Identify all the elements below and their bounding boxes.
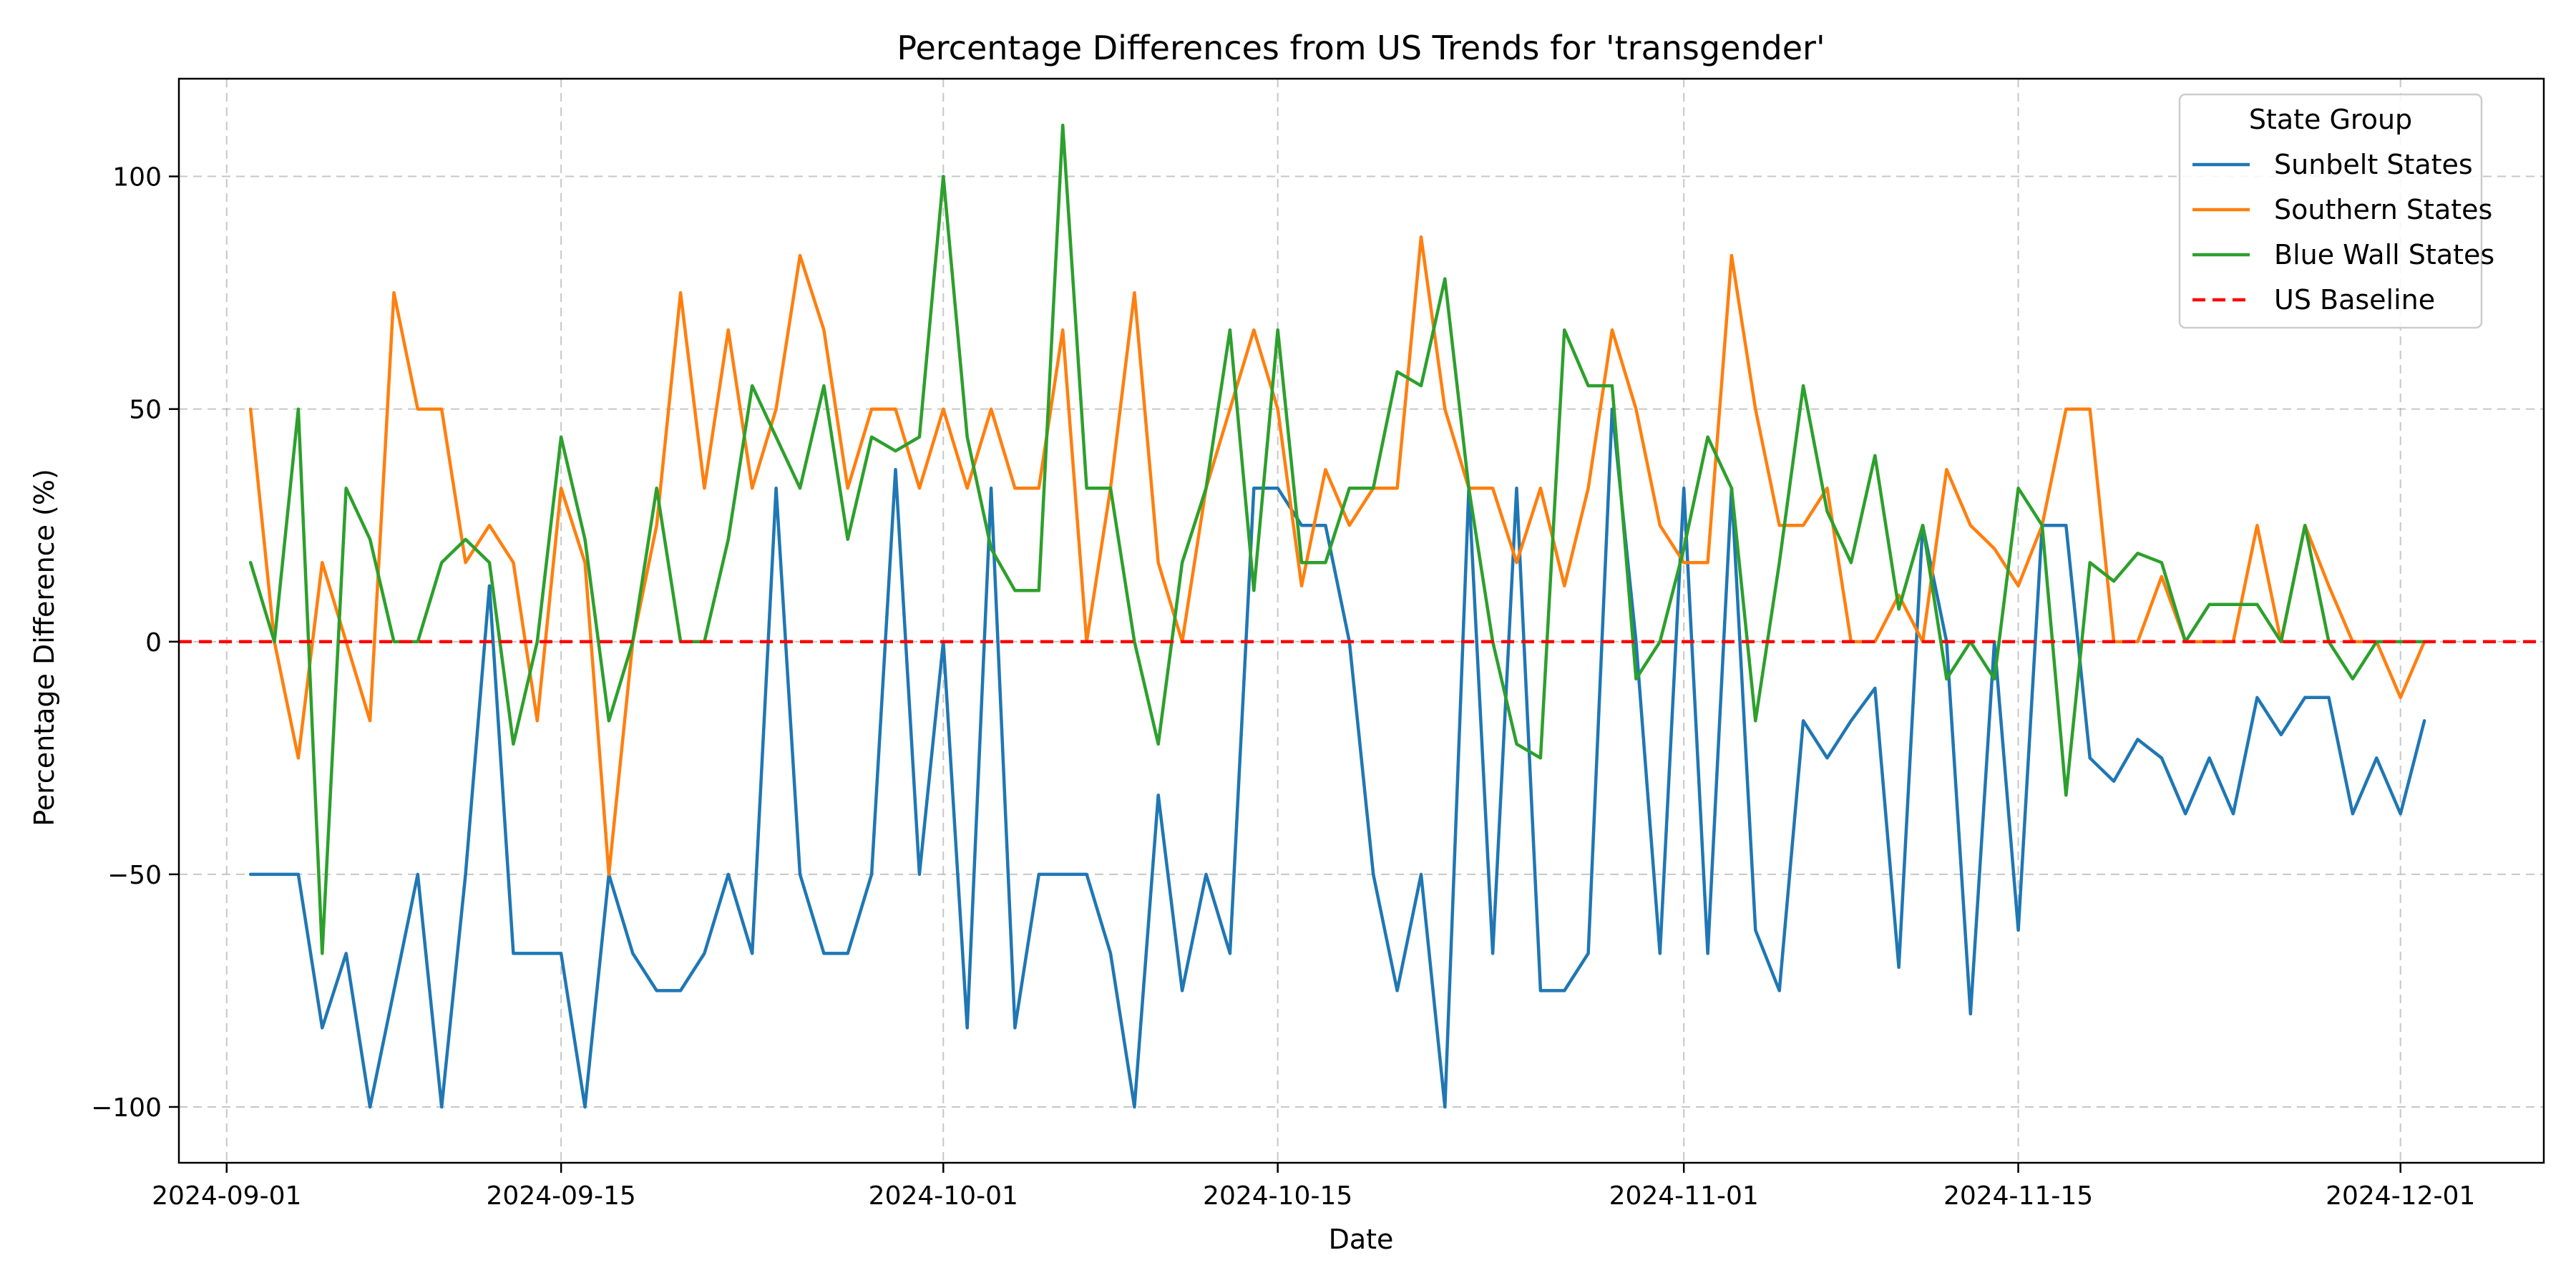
legend-label: Southern States xyxy=(2274,194,2492,225)
legend-label: US Baseline xyxy=(2274,284,2435,316)
x-tick-label: 2024-12-01 xyxy=(2326,1181,2475,1211)
grid xyxy=(179,79,2544,1163)
chart-title: Percentage Differences from US Trends fo… xyxy=(897,29,1825,67)
y-tick-label: −100 xyxy=(91,1093,162,1123)
x-tick-label: 2024-10-15 xyxy=(1203,1181,1352,1211)
y-tick-label: 0 xyxy=(145,628,162,658)
plot-area-frame xyxy=(177,77,2545,1164)
y-tick-label: −50 xyxy=(107,861,162,890)
x-tick-label: 2024-09-15 xyxy=(487,1181,636,1211)
y-axis-label: Percentage Difference (%) xyxy=(29,469,60,826)
x-tick-label: 2024-11-15 xyxy=(1943,1181,2093,1211)
series-lines xyxy=(179,123,2544,1109)
legend-label: Blue Wall States xyxy=(2274,239,2494,270)
legend-box xyxy=(2178,93,2483,329)
series-line-sunbelt-states xyxy=(248,407,2426,1109)
x-tick-label: 2024-09-01 xyxy=(152,1181,301,1211)
x-axis-label: Date xyxy=(1329,1224,1394,1255)
legend-title: State Group xyxy=(2249,104,2412,135)
legend-label: Sunbelt States xyxy=(2274,149,2473,180)
y-tick-label: 100 xyxy=(112,163,162,192)
axis-ticks: 2024-09-01 2024-09-15 2024-10-01 2024-10-15… xyxy=(91,163,2475,1211)
x-tick-label: 2024-11-01 xyxy=(1609,1181,1759,1211)
series-line-blue-wall-states xyxy=(248,123,2426,955)
y-tick-label: 50 xyxy=(129,396,162,425)
legend: State Group Sunbelt States Southern State… xyxy=(2178,93,2494,329)
series-line-southern-states xyxy=(248,235,2426,877)
x-tick-label: 2024-10-01 xyxy=(869,1181,1018,1211)
